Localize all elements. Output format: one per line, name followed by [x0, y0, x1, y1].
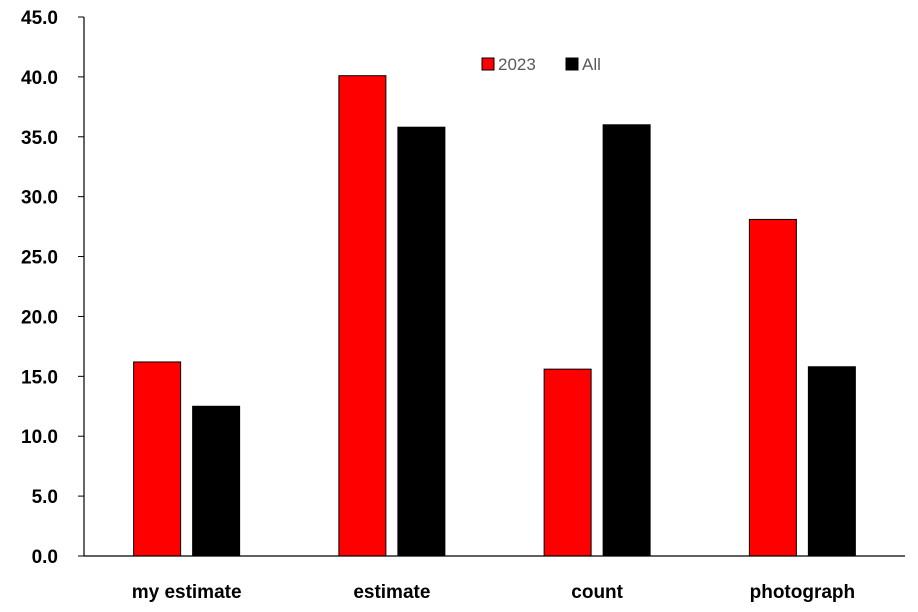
bar-all-estimate	[397, 126, 446, 557]
y-tick-label: 10.0	[21, 427, 58, 448]
bar-2023-my-estimate	[133, 361, 182, 557]
bar-2023-count	[543, 368, 592, 557]
bar-all-photograph	[807, 366, 856, 557]
y-tick-label: 15.0	[21, 367, 58, 388]
y-tick-label: 20.0	[21, 307, 58, 328]
y-tick-label: 40.0	[21, 68, 58, 89]
legend: 2023 All	[481, 55, 601, 74]
legend-label-all: All	[582, 55, 601, 74]
axes	[83, 17, 905, 557]
x-tick-label: estimate	[353, 582, 430, 603]
y-tick-label: 25.0	[21, 248, 58, 269]
y-tick-label: 45.0	[21, 8, 58, 29]
x-tick-label: photograph	[750, 582, 856, 603]
bar-2023-photograph	[748, 218, 797, 557]
y-axis-ticks: 0.0 5.0 10.0 15.0 20.0 25.0 30.0 35.0 40.0 45.0	[21, 8, 84, 568]
y-tick-label: 0.0	[32, 547, 58, 568]
y-tick-label: 35.0	[21, 128, 58, 149]
bar-all-my-estimate	[192, 405, 241, 557]
legend-swatch-all	[565, 57, 579, 71]
bar-2023-estimate	[338, 75, 387, 557]
y-tick-label: 5.0	[32, 487, 58, 508]
bars	[133, 75, 856, 557]
x-tick-label: my estimate	[132, 582, 242, 603]
legend-label-2023: 2023	[498, 55, 536, 74]
bar-all-count	[602, 124, 651, 557]
y-tick-label: 30.0	[21, 188, 58, 209]
x-axis-ticks: my estimate estimate count photograph	[132, 582, 855, 603]
x-tick-label: count	[571, 582, 623, 603]
legend-swatch-2023	[481, 57, 495, 71]
